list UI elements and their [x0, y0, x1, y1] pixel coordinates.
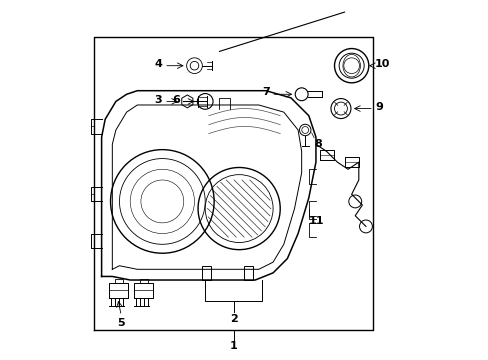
- Text: 8: 8: [313, 139, 321, 149]
- Text: 11: 11: [308, 216, 324, 226]
- Text: 10: 10: [374, 59, 389, 69]
- Text: 6: 6: [172, 95, 180, 105]
- Text: 2: 2: [229, 314, 237, 324]
- Text: 4: 4: [154, 59, 162, 69]
- Text: 5: 5: [117, 318, 125, 328]
- Text: 9: 9: [374, 102, 382, 112]
- Text: 3: 3: [154, 95, 162, 105]
- Bar: [201, 266, 210, 280]
- Text: 7: 7: [261, 87, 269, 98]
- Bar: [244, 266, 253, 280]
- Text: 1: 1: [229, 341, 237, 351]
